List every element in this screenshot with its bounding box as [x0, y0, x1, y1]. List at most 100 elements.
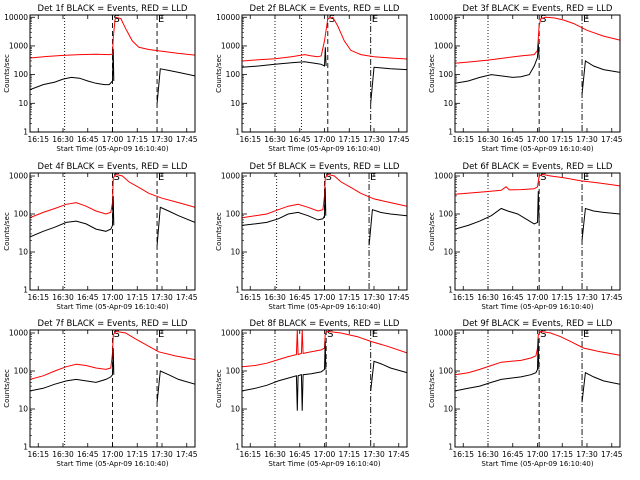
y-tick-label: 100 — [14, 210, 29, 219]
x-tick-label: 16:45 — [77, 135, 99, 144]
x-tick-label: 16:45 — [77, 293, 99, 302]
x-tick-label: 17:45 — [388, 293, 410, 302]
x-tick-label: 16:45 — [502, 450, 524, 459]
y-tick-label: 1 — [23, 443, 28, 452]
events-series-line — [455, 191, 540, 230]
events-series-line — [30, 195, 115, 238]
y-tick-label: 100 — [14, 367, 29, 376]
x-axis-label: Start Time (05-Apr-09 16:10:40) — [481, 460, 593, 468]
panel-title: Det 3f BLACK = Events, RED = LLD — [463, 4, 613, 14]
panel-title: Det 8f BLACK = Events, RED = LLD — [250, 319, 400, 329]
marker-label: E — [370, 172, 376, 183]
plot-frame — [454, 329, 621, 448]
y-axis-label: Counts/sec — [3, 212, 11, 251]
marker-label: E — [158, 172, 164, 183]
x-tick-label: 17:00 — [527, 293, 549, 302]
x-tick-label: 16:45 — [289, 450, 311, 459]
x-tick-label: 16:15 — [452, 450, 474, 459]
y-tick-label: 100 — [14, 70, 29, 79]
x-tick-label: 17:30 — [363, 135, 385, 144]
y-tick-label: 1000 — [434, 329, 453, 338]
marker-label: S — [326, 172, 332, 183]
y-tick-label: 10000 — [216, 13, 240, 22]
y-tick-label: 100 — [439, 70, 454, 79]
x-tick-label: 16:15 — [239, 293, 261, 302]
x-tick-label: 17:30 — [576, 293, 598, 302]
plot-frame — [454, 14, 621, 133]
x-tick-label: 17:15 — [126, 293, 148, 302]
y-tick-label: 100 — [439, 210, 454, 219]
x-tick-label: 16:30 — [52, 135, 74, 144]
y-tick-label: 10 — [230, 99, 240, 108]
panel-det-7: Det 7f BLACK = Events, RED = LLD 1 10 100 10… — [3, 319, 198, 468]
x-tick-label: 16:30 — [477, 450, 499, 459]
marker-label: S — [114, 14, 120, 25]
x-tick-label: 17:15 — [338, 135, 360, 144]
marker-label: S — [329, 14, 335, 25]
y-axis-label: Counts/sec — [215, 212, 223, 251]
events-series-line — [156, 206, 195, 246]
y-axis-label: Counts/sec — [428, 212, 436, 251]
plot-frame — [241, 329, 408, 448]
lld-series-line — [30, 330, 195, 380]
events-series-line — [455, 43, 540, 84]
marker-label: S — [540, 329, 546, 340]
x-axis-label: Start Time (05-Apr-09 16:10:40) — [56, 460, 168, 468]
x-axis-label: Start Time (05-Apr-09 16:10:40) — [268, 303, 380, 311]
events-series-line — [455, 338, 540, 392]
y-tick-label: 10 — [443, 99, 453, 108]
x-tick-label: 17:30 — [363, 293, 385, 302]
x-tick-label: 17:15 — [551, 135, 573, 144]
x-tick-label: 17:00 — [527, 450, 549, 459]
y-tick-label: 100 — [226, 210, 241, 219]
panel-grid: Det 1f BLACK = Events, RED = LLD 1 10 100 10… — [3, 4, 623, 468]
marker-label: S — [540, 14, 546, 25]
x-axis-label: Start Time (05-Apr-09 16:10:40) — [481, 145, 593, 153]
lld-series-line — [242, 330, 407, 368]
lld-series-line — [455, 16, 620, 64]
x-tick-label: 16:30 — [477, 135, 499, 144]
x-tick-label: 17:45 — [601, 135, 623, 144]
x-tick-label: 17:00 — [102, 135, 124, 144]
y-tick-label: 100 — [439, 367, 454, 376]
plot-frame — [29, 172, 196, 291]
x-axis-label: Start Time (05-Apr-09 16:10:40) — [268, 145, 380, 153]
marker-label: E — [372, 14, 378, 25]
x-tick-label: 17:45 — [176, 135, 198, 144]
x-tick-label: 17:00 — [314, 135, 336, 144]
x-tick-label: 17:30 — [151, 450, 173, 459]
panel-title: Det 6f BLACK = Events, RED = LLD — [463, 162, 613, 172]
y-tick-label: 10 — [443, 405, 453, 414]
marker-label: S — [114, 329, 120, 340]
y-tick-label: 10000 — [4, 13, 28, 22]
x-tick-label: 17:45 — [601, 450, 623, 459]
marker-label: E — [583, 329, 589, 340]
x-tick-label: 16:15 — [27, 135, 49, 144]
x-tick-label: 16:45 — [289, 293, 311, 302]
x-tick-label: 17:45 — [388, 450, 410, 459]
marker-label: E — [583, 14, 589, 25]
x-tick-label: 16:15 — [27, 450, 49, 459]
marker-label: E — [372, 329, 378, 340]
x-tick-label: 17:00 — [314, 293, 336, 302]
x-axis-label: Start Time (05-Apr-09 16:10:40) — [481, 303, 593, 311]
x-tick-label: 17:45 — [176, 293, 198, 302]
marker-label: S — [540, 172, 546, 183]
plot-frame — [454, 172, 621, 291]
y-tick-label: 1000 — [9, 329, 28, 338]
marker-label: S — [327, 329, 333, 340]
y-tick-label: 100 — [226, 70, 241, 79]
events-series-line — [242, 187, 327, 226]
panel-title: Det 9f BLACK = Events, RED = LLD — [463, 319, 613, 329]
panel-det-3: Det 3f BLACK = Events, RED = LLD 1 10 100 10… — [428, 4, 623, 153]
y-tick-label: 10 — [18, 99, 28, 108]
x-tick-label: 17:30 — [151, 135, 173, 144]
x-tick-label: 16:45 — [77, 450, 99, 459]
lld-series-line — [455, 330, 620, 376]
panel-det-4: Det 4f BLACK = Events, RED = LLD 1 10 100 10… — [3, 162, 198, 311]
y-tick-label: 1000 — [9, 172, 28, 181]
y-tick-label: 1000 — [221, 329, 240, 338]
x-tick-label: 16:30 — [264, 293, 286, 302]
lld-series-line — [30, 16, 195, 59]
